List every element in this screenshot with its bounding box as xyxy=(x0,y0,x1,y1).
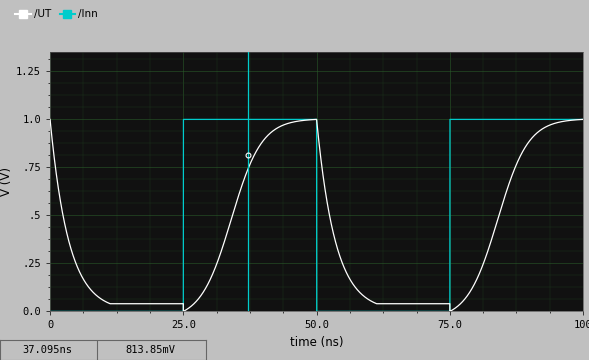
X-axis label: time (ns): time (ns) xyxy=(290,336,343,349)
Text: 37.095ns: 37.095ns xyxy=(22,345,72,355)
Y-axis label: V (V): V (V) xyxy=(0,167,14,196)
Legend: /UT, /Inn: /UT, /Inn xyxy=(11,5,102,23)
Text: 813.85mV: 813.85mV xyxy=(125,345,176,355)
